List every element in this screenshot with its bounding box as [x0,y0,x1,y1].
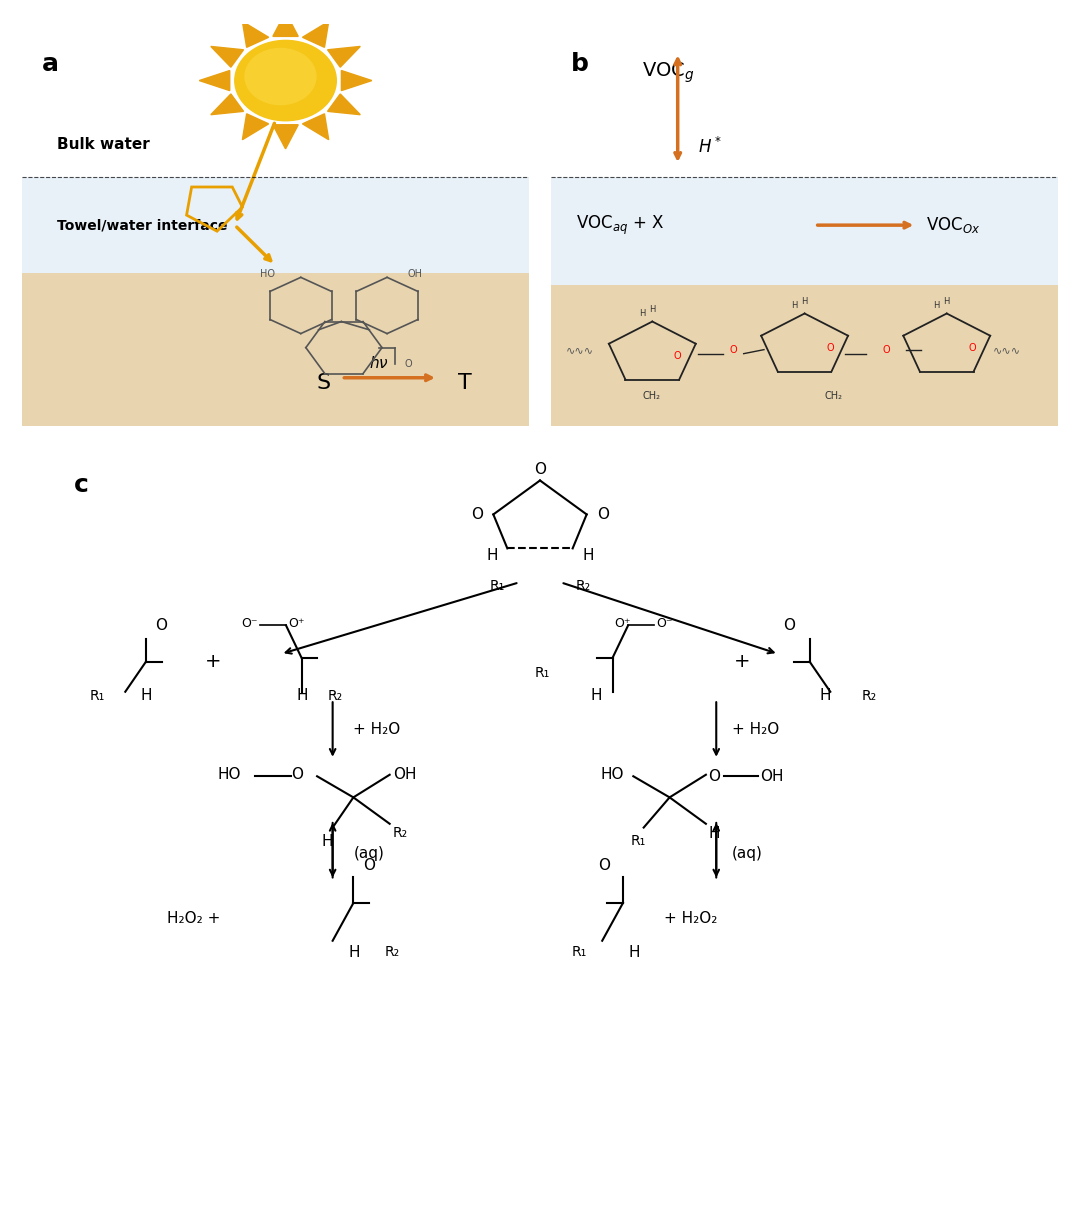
Text: O: O [405,359,413,369]
Polygon shape [341,71,372,90]
Text: b: b [571,52,589,77]
Polygon shape [242,22,269,47]
Text: VOC$_{aq}$ + X: VOC$_{aq}$ + X [577,213,665,237]
Text: S: S [316,372,330,393]
FancyBboxPatch shape [551,24,1058,176]
Polygon shape [242,114,269,140]
Text: R₂: R₂ [862,689,877,702]
Text: H: H [348,944,360,959]
Text: O: O [882,344,890,354]
Text: O: O [156,618,167,633]
Polygon shape [273,124,298,148]
Text: R₁: R₁ [535,666,551,680]
Text: H: H [140,688,152,703]
Text: VOC$_g$: VOC$_g$ [643,61,694,85]
Text: CH₂: CH₂ [825,391,842,400]
Text: H: H [639,309,646,318]
Text: (aq): (aq) [353,847,384,862]
Circle shape [234,40,336,120]
Text: R₂: R₂ [576,578,591,593]
Text: R₁: R₁ [489,578,504,593]
Text: ∿∿∿: ∿∿∿ [993,344,1021,354]
Text: HO: HO [600,767,624,783]
Text: CH₂: CH₂ [643,391,660,400]
Text: HO: HO [260,269,275,280]
Text: H: H [820,688,832,703]
Polygon shape [327,94,361,114]
Text: c: c [73,473,89,497]
Text: R₂: R₂ [384,944,400,959]
Text: H: H [649,305,656,314]
Text: O: O [598,858,610,873]
Text: O: O [969,343,976,353]
Text: $h\nu$: $h\nu$ [369,354,389,371]
Text: H: H [591,688,603,703]
Text: Bulk water: Bulk water [57,138,150,152]
Text: +: + [205,652,221,671]
Polygon shape [211,94,244,114]
Text: H: H [708,826,720,841]
Text: O: O [534,461,546,477]
Text: O⁻: O⁻ [657,617,673,630]
Polygon shape [302,114,328,140]
Text: O: O [363,858,375,873]
Text: a: a [42,52,59,77]
Text: O⁺: O⁺ [288,617,305,630]
Text: OH: OH [407,269,422,280]
Polygon shape [302,22,328,47]
Text: R₁: R₁ [631,834,646,847]
Text: OH: OH [393,767,416,783]
FancyBboxPatch shape [22,24,529,426]
Text: (aq): (aq) [732,847,762,862]
FancyBboxPatch shape [22,24,529,176]
Text: O: O [783,618,795,633]
Text: HO: HO [217,767,241,783]
Text: O: O [597,507,609,522]
Text: + H₂O: + H₂O [353,722,401,738]
FancyBboxPatch shape [22,274,529,426]
Text: O⁻: O⁻ [242,617,258,630]
Text: O: O [292,767,303,783]
Text: OH: OH [760,769,783,784]
Text: H: H [792,301,798,310]
Text: H: H [801,297,808,305]
Text: O: O [674,350,681,360]
Text: R₁: R₁ [571,944,586,959]
Text: R₂: R₂ [393,826,408,840]
Text: R₂: R₂ [327,689,342,702]
Text: Towel/water interface: Towel/water interface [57,218,228,232]
Text: $H^*$: $H^*$ [698,136,721,157]
Text: + H₂O₂: + H₂O₂ [664,910,718,926]
Text: T: T [458,372,472,393]
Text: VOC$_{Ox}$: VOC$_{Ox}$ [927,215,981,235]
Text: O⁺: O⁺ [615,617,631,630]
Text: R₁: R₁ [90,689,105,702]
Text: H: H [582,549,594,563]
FancyBboxPatch shape [551,176,1058,286]
Text: H: H [322,834,334,848]
Text: H: H [486,549,498,563]
Text: ∿∿∿: ∿∿∿ [566,344,594,354]
Text: H: H [629,944,639,959]
Text: O: O [708,769,720,784]
Text: O: O [826,343,834,353]
FancyBboxPatch shape [551,286,1058,426]
Polygon shape [327,46,361,67]
Polygon shape [211,46,244,67]
Text: H₂O₂ +: H₂O₂ + [166,910,220,926]
Text: H: H [944,297,950,305]
Text: +: + [734,652,751,671]
Circle shape [245,49,316,105]
Text: + H₂O: + H₂O [732,722,779,738]
Polygon shape [199,71,230,90]
Text: H: H [933,301,940,310]
Text: O: O [471,507,483,522]
Text: O: O [730,344,738,354]
Text: H: H [296,688,308,703]
Polygon shape [273,12,298,37]
